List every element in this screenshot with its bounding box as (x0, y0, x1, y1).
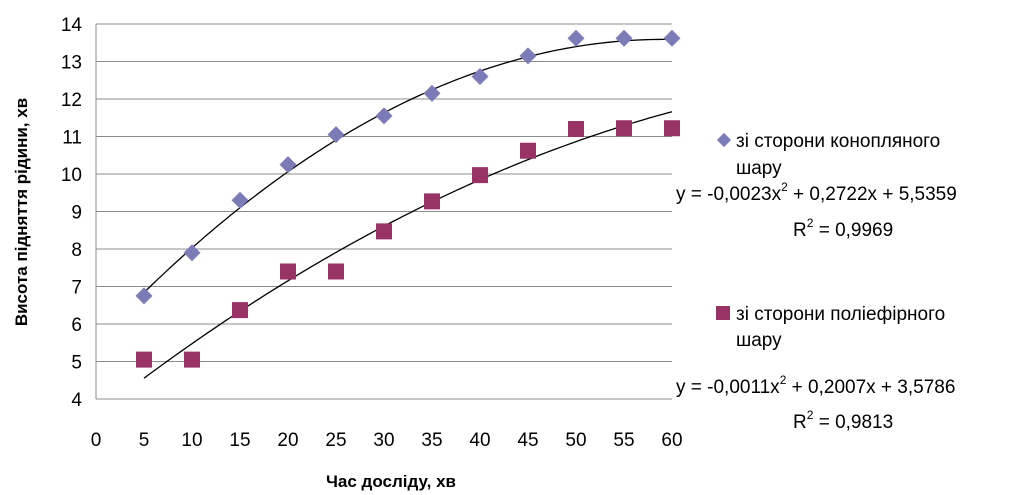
y-tick-label: 8 (71, 240, 82, 261)
y-tick-label: 11 (62, 128, 82, 149)
x-tick-label: 40 (469, 430, 490, 451)
x-axis-title: Час досліду, хв (326, 472, 456, 491)
legend-label-hemp-line1: зі сторони конопляного (736, 131, 940, 152)
trend-r2-polyester: R2 = 0,9813 (793, 408, 893, 433)
trend-r2-hemp-value: = 0,9969 (813, 220, 893, 241)
x-tick-label: 20 (277, 430, 298, 451)
data-points (135, 29, 681, 368)
x-tick-label: 50 (565, 430, 586, 451)
trend-equation-polyester-head: y = -0,0011x (676, 377, 780, 398)
data-point-diamond (375, 107, 393, 125)
y-tick-label: 9 (71, 203, 82, 224)
data-point-square (520, 142, 536, 159)
trend-equation-hemp-tail: + 0,2722x + 5,5359 (788, 184, 957, 205)
trendline-label-hemp: y = -0,0023x2 + 0,2722x + 5,5359 R2 = 0,… (676, 180, 957, 241)
data-point-square (424, 193, 440, 210)
trend-equation-polyester: y = -0,0011x2 + 0,2007x + 3,5786 (676, 373, 955, 398)
data-point-diamond (135, 287, 153, 305)
legend-item-polyester: зі сторони поліефірного шару (716, 304, 945, 351)
data-point-diamond (279, 156, 297, 174)
trendline-series-0 (143, 38, 673, 293)
data-point-square (664, 120, 680, 137)
y-tick-label: 12 (61, 90, 82, 111)
legend-diamond-marker (716, 132, 732, 148)
y-tick-label: 13 (61, 53, 82, 74)
data-point-diamond (327, 126, 345, 144)
x-tick-label: 15 (229, 430, 250, 451)
legend-label-hemp-line2: шару (736, 158, 782, 179)
trend-r2-polyester-value: = 0,9813 (813, 412, 893, 433)
x-tick-label: 25 (325, 430, 346, 451)
x-tick-label: 10 (181, 430, 202, 451)
trend-r2-polyester-sup: 2 (807, 408, 814, 422)
legend-label-polyester-line1: зі сторони поліефірного (736, 304, 945, 325)
data-point-square (472, 167, 488, 184)
data-point-square (280, 263, 296, 280)
legend-item-hemp: зі сторони конопляного шару (716, 131, 940, 179)
data-point-square (328, 263, 344, 280)
x-tick-label: 45 (517, 430, 538, 451)
trend-r2-hemp-label: R (793, 220, 807, 241)
data-point-diamond (423, 84, 441, 102)
trendline-series-1 (143, 111, 673, 379)
data-point-diamond (183, 244, 201, 262)
y-tick-label: 14 (61, 15, 83, 36)
legend-square-marker (716, 306, 730, 320)
trendlines (143, 38, 673, 379)
x-tick-label: 30 (373, 430, 394, 451)
y-axis-title: Висота підняття рідини, хв (12, 98, 31, 326)
y-tick-label: 5 (71, 353, 82, 374)
y-tick-label: 6 (71, 315, 82, 336)
data-point-diamond (519, 47, 537, 65)
trend-equation-polyester-tail: + 0,2007x + 3,5786 (786, 377, 955, 398)
data-point-square (232, 302, 248, 319)
trendline-label-polyester: y = -0,0011x2 + 0,2007x + 3,5786 R2 = 0,… (676, 373, 955, 433)
data-point-square (136, 351, 152, 368)
legend-label-polyester-line2: шару (736, 330, 782, 351)
y-tick-label: 4 (71, 390, 82, 411)
grid-lines (96, 23, 672, 400)
y-tick-label: 10 (61, 165, 82, 186)
data-point-diamond (567, 29, 585, 47)
y-tick-label: 7 (71, 278, 82, 299)
x-tick-label: 35 (421, 430, 442, 451)
data-point-diamond (615, 29, 633, 47)
x-tick-label: 0 (91, 430, 102, 451)
x-tick-label: 60 (661, 430, 682, 451)
data-point-diamond (231, 191, 249, 209)
data-point-square (568, 121, 584, 137)
legend: зі сторони конопляного шару y = -0,0023x… (676, 131, 957, 433)
data-point-square (376, 223, 392, 240)
trend-r2-hemp-sup: 2 (807, 216, 814, 230)
x-tick-label: 5 (139, 430, 150, 451)
data-point-diamond (471, 68, 489, 85)
data-point-diamond (663, 29, 681, 47)
trend-equation-polyester-sup: 2 (780, 373, 787, 387)
data-point-square (184, 351, 200, 368)
trend-equation-hemp: y = -0,0023x2 + 0,2722x + 5,5359 (676, 180, 957, 205)
trend-equation-hemp-sup: 2 (781, 180, 788, 194)
trend-equation-hemp-head: y = -0,0023x (676, 184, 782, 205)
trend-r2-polyester-label: R (793, 412, 807, 433)
data-point-square (616, 120, 632, 137)
trend-r2-hemp: R2 = 0,9969 (793, 216, 893, 241)
x-tick-label: 55 (613, 430, 634, 451)
